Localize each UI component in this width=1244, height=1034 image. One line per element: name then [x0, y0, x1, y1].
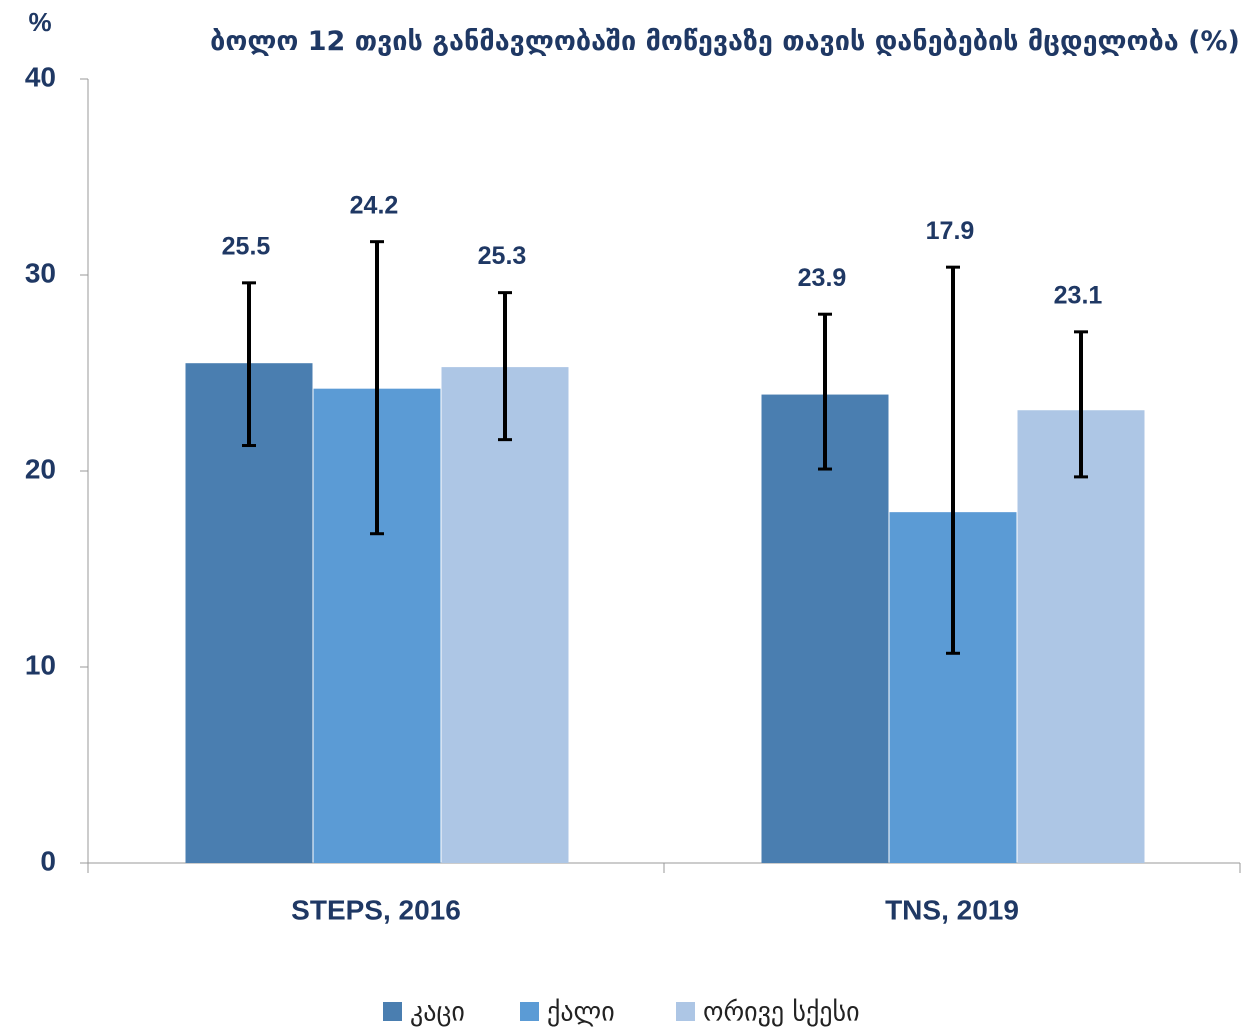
value-label: 17.9	[926, 217, 975, 245]
legend-label: კაცი	[410, 998, 465, 1028]
legend-label: ორივე სქესი	[703, 998, 860, 1028]
bar	[441, 367, 569, 863]
x-tick-label: STEPS, 2016	[291, 894, 461, 925]
value-label: 23.9	[798, 264, 847, 292]
y-axis-label: %	[28, 7, 51, 37]
y-tick-label: 30	[25, 257, 56, 288]
y-tick-label: 0	[40, 845, 56, 876]
legend-swatch	[520, 1002, 539, 1021]
value-label: 25.5	[222, 232, 271, 260]
y-tick-label: 40	[25, 61, 56, 92]
legend-swatch	[383, 1002, 402, 1021]
bar	[1017, 410, 1145, 863]
chart-title: ბოლო 12 თვის განმავლობაში მოწევაზე თავის…	[210, 26, 1240, 57]
legend-label: ქალი	[547, 998, 615, 1028]
value-label: 25.3	[478, 242, 527, 270]
value-label: 23.1	[1054, 281, 1103, 309]
y-tick-label: 20	[25, 453, 56, 484]
bar	[761, 394, 889, 863]
value-label: 24.2	[350, 191, 399, 219]
legend-swatch	[676, 1002, 695, 1021]
x-tick-label: TNS, 2019	[885, 894, 1019, 925]
y-tick-label: 10	[25, 649, 56, 680]
